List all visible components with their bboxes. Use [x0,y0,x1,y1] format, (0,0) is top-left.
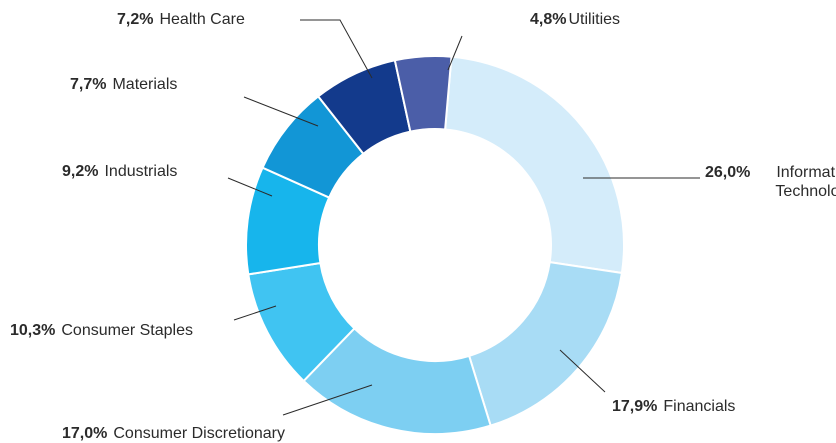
leader-line [243,96,319,127]
slice-label: 10,3% Consumer Staples [10,321,193,340]
category-label: Materials [112,76,178,93]
leader-line [447,35,463,71]
slice-label: 17,0% Consumer Discretionary [62,424,285,443]
donut-slice [444,55,625,275]
value-label: 26,0% [705,164,751,181]
category-label: Utilities [568,11,621,28]
slice-label: 7,7% Materials [70,75,177,94]
category-label: Industrials [104,163,178,180]
slice-label: 17,9% Financials [612,397,735,416]
leader-line [227,177,273,197]
value-label: 17,0% [62,425,108,442]
value-label: 7,2% [117,11,154,28]
leader-line [282,384,373,416]
slice-label: 9,2% Industrials [62,162,177,181]
category-label: Health Care [159,11,245,28]
donut-slice [393,55,453,133]
category-label: Consumer Staples [61,322,193,339]
leader-line [300,19,373,79]
donut-slice [467,261,624,427]
leader-line [233,305,277,321]
category-label: Financials [663,398,736,415]
category-label: Information Technology [775,164,836,200]
value-label: 17,9% [612,398,658,415]
leader-line [559,349,606,393]
category-label: Consumer Discretionary [113,425,285,442]
value-label: 4,8% [530,11,567,28]
slice-label: 7,2% Health Care [117,10,245,29]
slice-label: 26,0% Information Technology [705,163,836,201]
value-label: 9,2% [62,163,99,180]
leader-lines [227,19,700,416]
slice-label: 4,8% Utilities [530,10,620,29]
value-label: 7,7% [70,76,107,93]
value-label: 10,3% [10,322,56,339]
